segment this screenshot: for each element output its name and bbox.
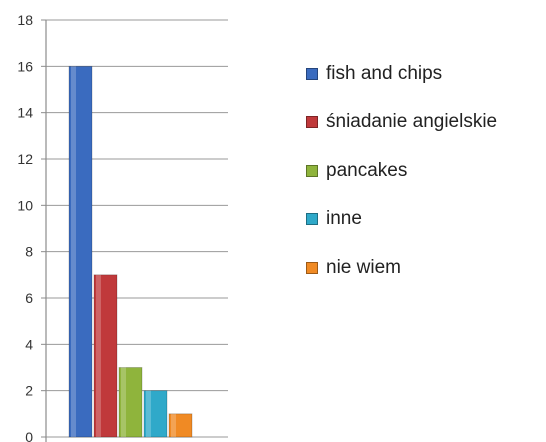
bars — [68, 65, 193, 438]
legend-item-inne: inne — [306, 207, 497, 231]
legend-item-nie-wiem: nie wiem — [306, 256, 497, 280]
y-tick-label: 4 — [25, 336, 33, 352]
legend-item-pancakes: pancakes — [306, 159, 497, 183]
y-tick-label: 8 — [25, 244, 33, 260]
bar-highlight — [171, 413, 176, 437]
legend-label: śniadanie angielskie — [326, 111, 498, 133]
y-tick-label: 10 — [17, 197, 33, 213]
legend-swatch — [306, 213, 318, 226]
bar-pancakes — [118, 367, 143, 438]
y-axis-ticks: 0 2 4 6 8 10 12 14 16 18 — [17, 12, 46, 442]
bar-nie-wiem — [168, 413, 193, 438]
bar-fish-and-chips — [68, 65, 93, 438]
legend-item-sniadanie-angielskie: śniadanie angielskie — [306, 110, 497, 134]
bar-śniadanie-angielskie — [93, 274, 118, 438]
legend-swatch — [306, 164, 318, 177]
bar-inne — [143, 390, 168, 438]
legend-label: fish and chips — [326, 63, 443, 84]
legend-swatch — [306, 116, 318, 129]
y-tick-label: 12 — [17, 151, 33, 167]
legend-item-fish-and-chips: fish and chips — [306, 62, 497, 86]
bar-highlight — [121, 367, 126, 437]
bar-highlight — [146, 390, 151, 437]
y-tick-label: 14 — [17, 105, 33, 121]
legend-label: inne — [326, 208, 362, 230]
y-tick-label: 0 — [25, 429, 33, 442]
y-tick-label: 16 — [17, 58, 33, 74]
bar-highlight — [71, 66, 76, 437]
legend: fish and chips śniadanie angielskie panc… — [306, 62, 497, 304]
y-tick-label: 6 — [25, 290, 33, 306]
y-tick-label: 2 — [25, 383, 33, 399]
legend-swatch — [306, 68, 318, 80]
legend-swatch — [306, 261, 318, 274]
legend-label: nie wiem — [326, 256, 401, 278]
legend-label: pancakes — [326, 159, 408, 181]
y-tick-label: 18 — [17, 12, 33, 28]
bar-highlight — [96, 274, 101, 437]
